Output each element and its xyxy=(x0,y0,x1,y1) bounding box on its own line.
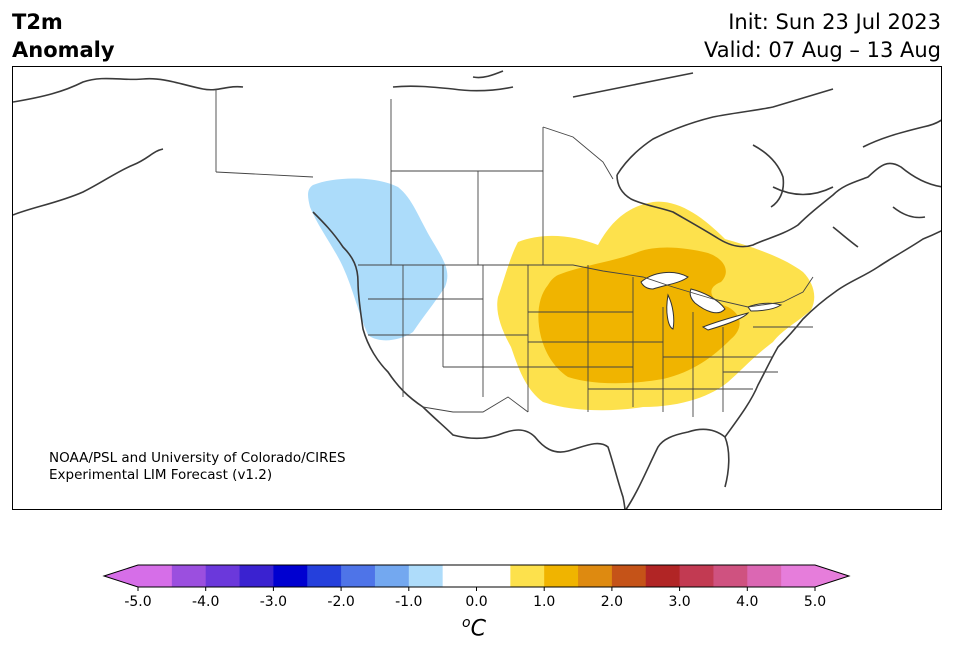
colorbar-segment xyxy=(205,565,241,587)
colorbar-segment xyxy=(611,565,647,587)
map-panel xyxy=(12,66,942,510)
unit-base: C xyxy=(470,616,486,642)
colorbar-tick-label: 5.0 xyxy=(804,594,826,610)
colorbar-segment xyxy=(713,565,748,587)
colorbar-svg: -5.0 -4.0 -3.0 -2.0 -1.0 0.0 1.0 2.0 3.0 4.0 5.0 xyxy=(102,564,851,610)
map-title: T2m Anomaly xyxy=(12,8,115,64)
colorbar-segment xyxy=(476,565,511,587)
map-canvas xyxy=(13,67,941,509)
colorbar-segment xyxy=(171,565,207,587)
colorbar-right-extend xyxy=(815,565,849,587)
colorbar-segment xyxy=(781,565,816,587)
borders xyxy=(215,89,814,417)
colorbar-left-extend xyxy=(104,565,138,587)
credit-line-1: NOAA/PSL and University of Colorado/CIRE… xyxy=(49,450,346,466)
colorbar-tick-label: -4.0 xyxy=(192,594,219,610)
colorbar-segment xyxy=(747,565,782,587)
colorbar-segment xyxy=(307,565,342,587)
colorbar-segment xyxy=(442,565,477,587)
unit-superscript: o xyxy=(462,615,471,631)
colorbar-tick-label: -3.0 xyxy=(260,594,287,610)
credit-line-2: Experimental LIM Forecast (v1.2) xyxy=(49,467,273,483)
colorbar-segment xyxy=(138,565,173,587)
colorbar-segment xyxy=(544,565,579,587)
title-line-2: Anomaly xyxy=(12,38,115,62)
colorbar-tick-label: 3.0 xyxy=(668,594,690,610)
colorbar-tick-label: -5.0 xyxy=(124,594,151,610)
colorbar-tick-label: 4.0 xyxy=(736,594,758,610)
colorbar-segment xyxy=(645,565,681,587)
colorbar-tick-label: 1.0 xyxy=(533,594,555,610)
colorbar-segment xyxy=(239,565,274,587)
forecast-dates: Init: Sun 23 Jul 2023 Valid: 07 Aug – 13… xyxy=(704,8,941,64)
colorbar-segment xyxy=(578,565,613,587)
title-line-1: T2m xyxy=(12,10,63,34)
colorbar-tick-label: -2.0 xyxy=(327,594,354,610)
warm-core-region xyxy=(538,247,740,384)
colorbar-segment xyxy=(679,565,714,587)
valid-dates: Valid: 07 Aug – 13 Aug xyxy=(703,38,941,62)
credit-text: NOAA/PSL and University of Colorado/CIRE… xyxy=(49,450,346,484)
colorbar-segment xyxy=(510,565,545,587)
colorbar-segment xyxy=(273,565,308,587)
colorbar-unit: oC xyxy=(462,615,486,641)
colorbar-segment xyxy=(374,565,410,587)
colorbar-segment xyxy=(341,565,376,587)
colorbar: -5.0 -4.0 -3.0 -2.0 -1.0 0.0 1.0 2.0 3.0 4.0 5.0 xyxy=(0,555,953,655)
cold-anomaly-region xyxy=(308,178,448,341)
colorbar-segment xyxy=(408,565,444,587)
init-date: Init: Sun 23 Jul 2023 xyxy=(728,10,941,34)
colorbar-tick-label: -1.0 xyxy=(395,594,422,610)
colorbar-tick-label: 0.0 xyxy=(465,594,487,610)
coastlines xyxy=(13,70,941,509)
colorbar-tick-label: 2.0 xyxy=(601,594,623,610)
